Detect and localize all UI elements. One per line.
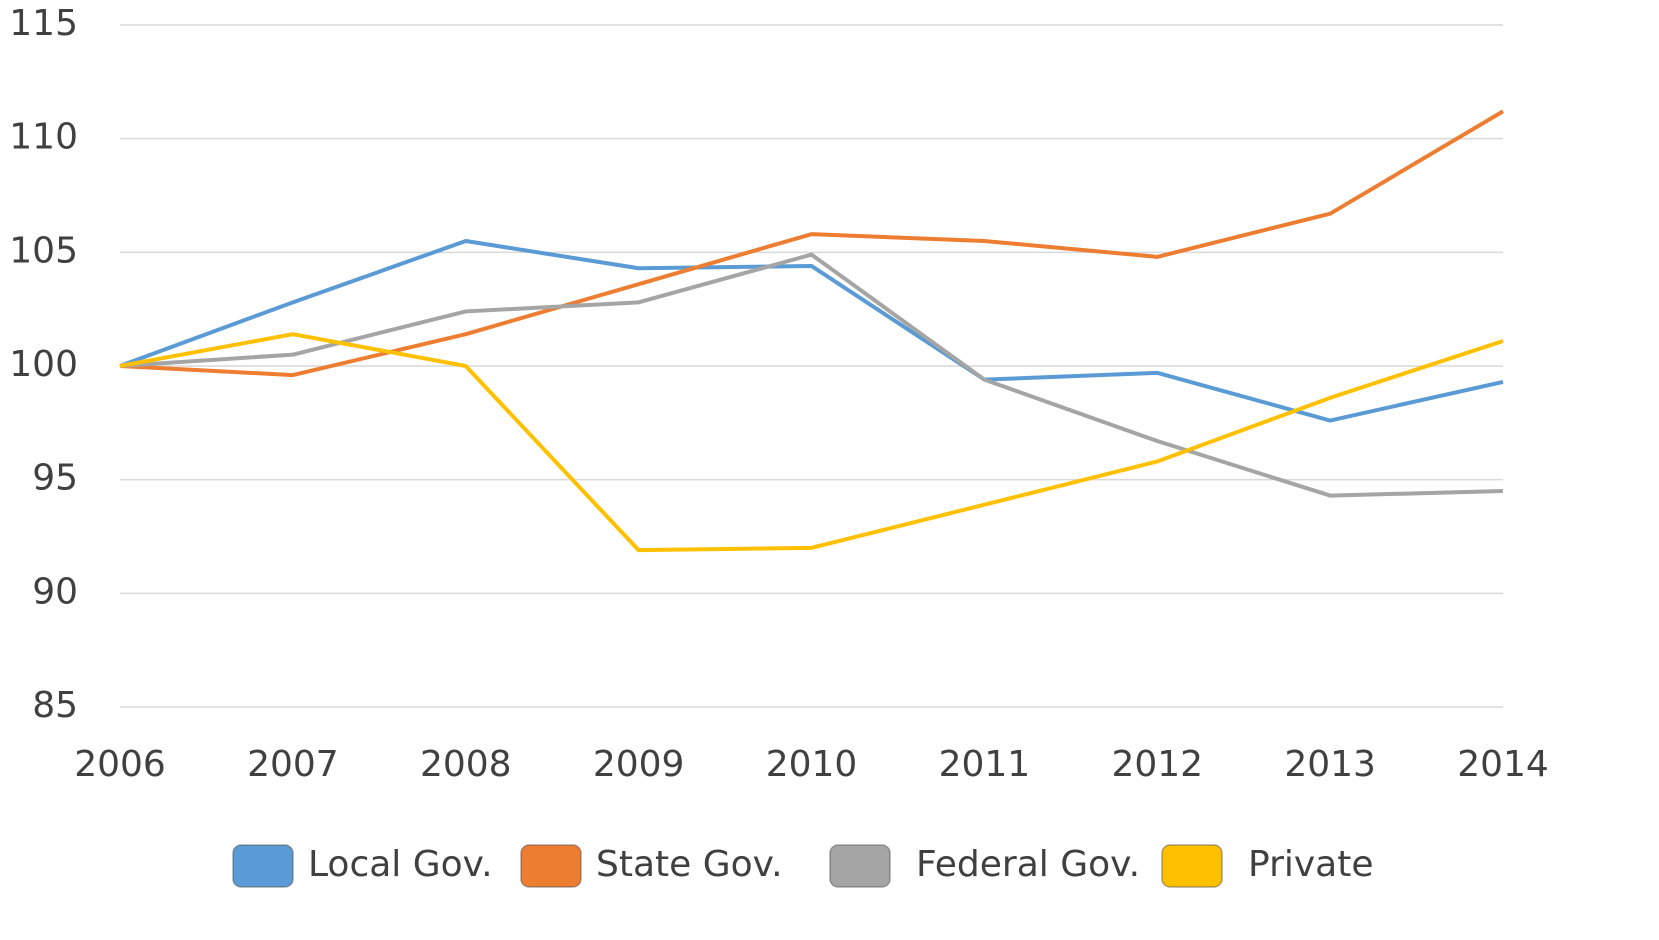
legend-label: Local Gov. xyxy=(308,844,493,885)
legend-swatch xyxy=(232,844,294,888)
x-tick-label: 2013 xyxy=(1284,744,1376,785)
line-series xyxy=(119,238,1504,423)
x-tick-label: 2009 xyxy=(593,744,685,785)
line-series xyxy=(119,332,1504,553)
y-tick-label: 90 xyxy=(32,571,78,612)
x-tick-label: 2010 xyxy=(766,744,858,785)
legend-label: Private xyxy=(1248,844,1374,885)
legend-label: State Gov. xyxy=(596,844,783,885)
x-tick-label: 2007 xyxy=(247,744,339,785)
y-tick-label: 115 xyxy=(9,3,78,44)
y-tick-label: 95 xyxy=(32,458,78,499)
legend-swatch xyxy=(520,844,582,888)
y-tick-label: 85 xyxy=(32,685,78,726)
line-series xyxy=(119,252,1504,498)
legend-swatch xyxy=(829,844,891,888)
y-tick-label: 105 xyxy=(9,230,78,271)
y-tick-label: 100 xyxy=(9,344,78,385)
x-tick-label: 2011 xyxy=(939,744,1031,785)
x-tick-label: 2014 xyxy=(1457,744,1549,785)
legend-label: Federal Gov. xyxy=(916,844,1140,885)
x-tick-label: 2012 xyxy=(1111,744,1203,785)
x-tick-label: 2008 xyxy=(420,744,512,785)
y-tick-label: 110 xyxy=(9,117,78,158)
x-tick-label: 2006 xyxy=(74,744,166,785)
line-series xyxy=(119,109,1505,378)
legend-swatch xyxy=(1161,844,1223,888)
